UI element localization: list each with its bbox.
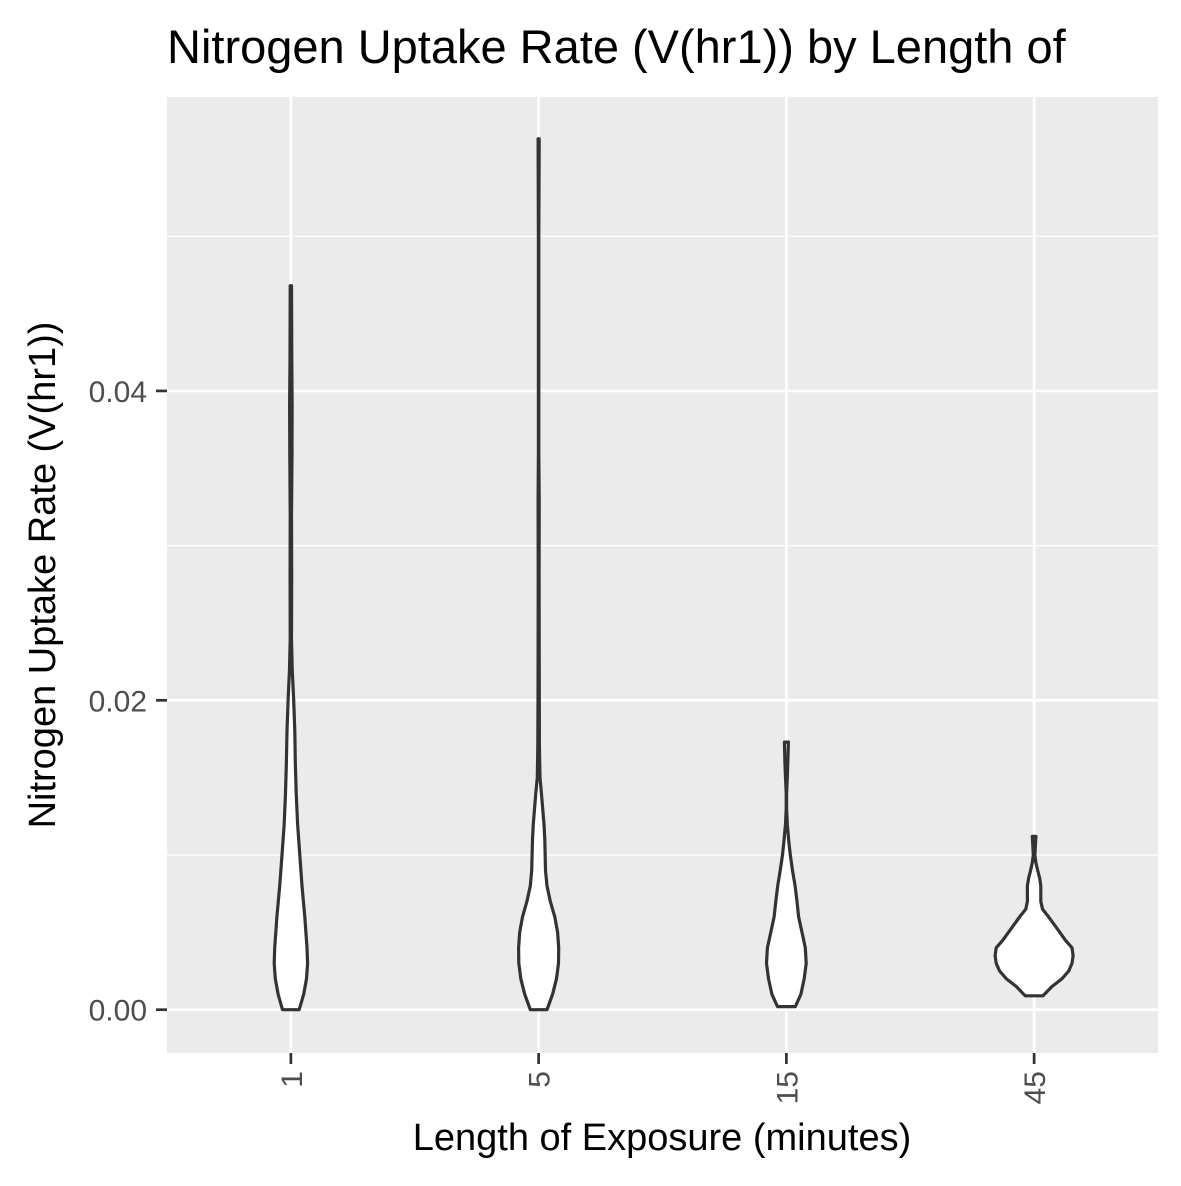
y-axis-title: Nitrogen Uptake Rate (V(hr1)) <box>22 322 64 829</box>
x-tick-label: 1 <box>276 1071 309 1088</box>
x-axis: 1 5 15 45 <box>276 1053 1052 1104</box>
y-tick-label: 0.02 <box>89 685 147 718</box>
x-tick-label: 5 <box>524 1071 557 1088</box>
violin-1 <box>272 284 310 1012</box>
violin-layer <box>272 137 1075 1012</box>
minor-gridlines <box>167 235 1158 856</box>
violin-15 <box>764 740 808 1009</box>
y-tick-label: 0.04 <box>89 376 147 409</box>
chart-title: Nitrogen Uptake Rate (V(hr1)) by Length … <box>167 20 1067 73</box>
violin-45 <box>993 834 1075 998</box>
y-axis: 0.00 0.02 0.04 <box>89 376 167 1028</box>
x-tick-label: 15 <box>771 1071 804 1104</box>
plot-panel <box>167 97 1158 1053</box>
x-axis-title: Length of Exposure (minutes) <box>413 1117 912 1159</box>
y-tick-label: 0.00 <box>89 995 147 1028</box>
violin-5 <box>517 137 561 1012</box>
x-tick-label: 45 <box>1019 1071 1052 1104</box>
